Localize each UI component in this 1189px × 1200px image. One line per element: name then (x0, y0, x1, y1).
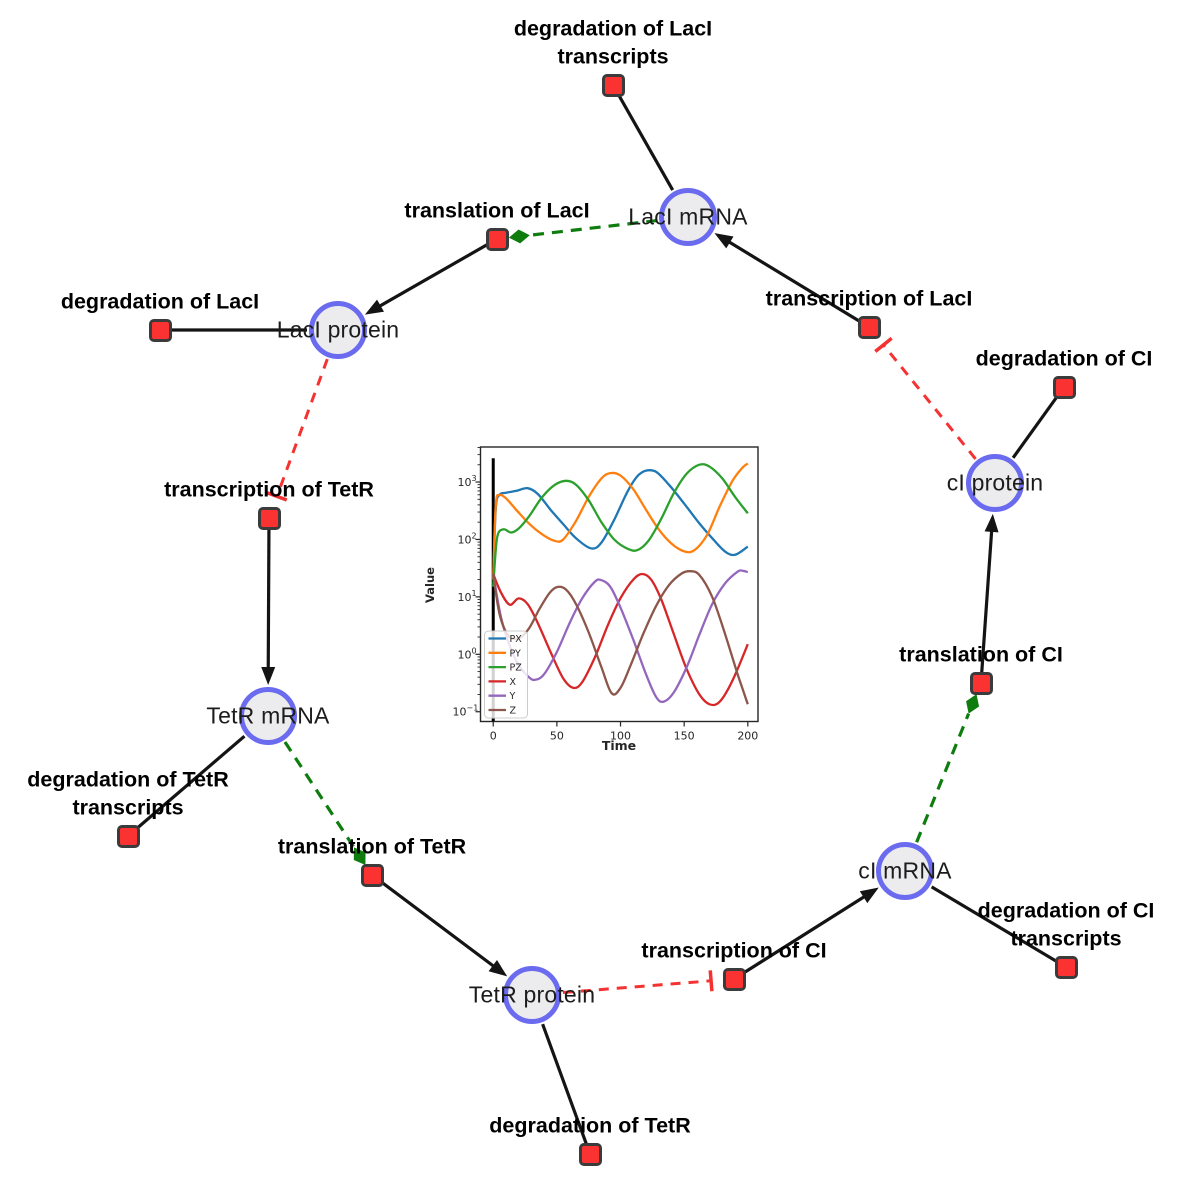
edge-translation-laci-to-laci-protein (364, 237, 498, 315)
curve-PX (492, 468, 749, 580)
reaction-label-degradation-ci-transcripts-1: transcripts (1010, 926, 1122, 951)
edges-layer (126, 84, 1067, 1155)
edge-tetr-mrna-to-translation-tetr (283, 741, 366, 865)
legend-label-PX: PX (510, 634, 523, 645)
reaction-label-degradation-ci-0: degradation of CI (975, 346, 1153, 371)
edge-transcription-laci-to-laci-mrna (714, 233, 870, 329)
arrowhead (859, 887, 879, 904)
y-tick-label: 101 (458, 589, 477, 604)
edge-laci-mrna-to-degradation-laci-transcripts (611, 84, 675, 191)
legend-label-Z: Z (510, 706, 517, 717)
species-node-tetr-protein[interactable] (503, 966, 561, 1024)
y-tick-label: 10−1 (453, 704, 479, 719)
edge-ci-protein-to-transcription-laci (874, 336, 977, 460)
edge-tetr-protein-to-transcription-ci (562, 970, 714, 995)
arrowhead (364, 299, 385, 315)
reaction-node-degradation-tetr[interactable] (578, 1142, 602, 1166)
curve-X (492, 572, 749, 707)
species-label-ci-protein: cI protein (946, 469, 1044, 496)
reaction-node-degradation-ci[interactable] (1052, 375, 1076, 399)
edge-tetr-mrna-to-degradation-tetr-transcripts (126, 734, 246, 838)
legend-label-Y: Y (509, 691, 516, 702)
reaction-node-degradation-laci-transcripts[interactable] (601, 73, 625, 97)
reaction-label-degradation-tetr-transcripts-0: degradation of TetR (27, 767, 229, 792)
y-tick-label: 103 (458, 474, 477, 489)
reaction-node-translation-laci[interactable] (485, 227, 509, 251)
reaction-node-degradation-ci-transcripts[interactable] (1054, 955, 1078, 979)
species-label-laci-protein: LacI protein (276, 316, 400, 343)
x-tick-label: 50 (550, 730, 564, 743)
species-node-laci-protein[interactable] (309, 301, 367, 359)
legend-label-PY: PY (510, 648, 522, 659)
reaction-label-degradation-tetr-0: degradation of TetR (489, 1113, 691, 1138)
reaction-label-degradation-laci-transcripts-1: transcripts (557, 44, 669, 69)
x-tick-label: 100 (610, 730, 631, 743)
reaction-label-degradation-laci-transcripts-0: degradation of LacI (513, 16, 713, 41)
reaction-label-transcription-tetr-0: transcription of TetR (164, 477, 374, 502)
arrowhead (488, 960, 508, 977)
edge-translation-ci-to-ci-protein (979, 513, 999, 684)
reaction-label-translation-tetr-0: translation of TetR (277, 834, 467, 859)
reaction-label-translation-laci-0: translation of LacI (404, 198, 590, 223)
reaction-label-translation-ci-0: translation of CI (899, 642, 1063, 667)
chart-xlabel: Time (602, 738, 636, 753)
y-tick-label: 100 (458, 646, 477, 661)
curve-Z (492, 569, 749, 705)
edge-tetr-protein-to-degradation-tetr (541, 1023, 592, 1155)
inhibition-bar (708, 970, 714, 992)
reaction-label-degradation-tetr-transcripts-1: transcripts (72, 795, 184, 820)
curve-PZ (492, 463, 749, 587)
legend-label-PZ: PZ (510, 663, 523, 674)
reaction-node-translation-ci[interactable] (969, 671, 993, 695)
edge-laci-protein-to-transcription-tetr (266, 358, 329, 502)
inhibition-bar (874, 336, 893, 353)
species-label-tetr-protein: TetR protein (468, 981, 596, 1008)
species-label-tetr-mrna: TetR mRNA (206, 702, 330, 729)
x-tick-label: 200 (737, 730, 758, 743)
reaction-label-transcription-laci-0: transcription of LacI (765, 286, 973, 311)
x-tick-label: 150 (674, 730, 695, 743)
chart-legend: PX PY PZ XYZ (484, 630, 528, 719)
edge-transcription-ci-to-ci-mrna (733, 887, 879, 981)
reaction-label-transcription-ci-0: transcription of CI (641, 938, 827, 963)
species-label-laci-mrna: LacI mRNA (628, 203, 748, 230)
chart-ylabel: Value (423, 567, 437, 603)
curve-PY (492, 462, 749, 580)
reaction-label-degradation-laci-0: degradation of LacI (60, 289, 260, 314)
modifier-diamond (508, 229, 530, 244)
species-label-ci-mrna: cI mRNA (858, 857, 952, 884)
reaction-node-transcription-ci[interactable] (722, 967, 746, 991)
edge-laci-mrna-to-translation-laci (508, 218, 658, 244)
species-node-tetr-mrna[interactable] (239, 687, 297, 745)
x-tick-label: 0 (490, 730, 497, 743)
reaction-node-degradation-tetr-transcripts[interactable] (116, 824, 140, 848)
arrowhead (714, 233, 734, 249)
edge-ci-mrna-to-translation-ci (915, 694, 980, 843)
reaction-node-transcription-tetr[interactable] (257, 506, 281, 530)
reaction-node-degradation-laci[interactable] (148, 318, 172, 342)
inhibition-bar (266, 491, 288, 502)
arrowhead (984, 513, 999, 533)
modifier-diamond (966, 694, 980, 714)
species-node-ci-mrna[interactable] (876, 842, 934, 900)
modifier-diamond (353, 847, 366, 865)
species-node-ci-protein[interactable] (966, 454, 1024, 512)
reaction-node-transcription-laci[interactable] (857, 315, 881, 339)
species-node-laci-mrna[interactable] (659, 188, 717, 246)
edge-transcription-tetr-to-tetr-mrna (261, 517, 276, 686)
reaction-node-translation-tetr[interactable] (360, 863, 384, 887)
timecourse-inset-chart: 10−1 100 101 102 103 0 50 100 150 200 PX PY PZ XYZ Ti… (423, 446, 759, 753)
arrowhead (261, 666, 276, 686)
edge-ci-mrna-to-degradation-ci-transcripts (930, 885, 1067, 969)
edge-translation-tetr-to-tetr-protein (371, 873, 508, 977)
y-tick-label: 102 (458, 531, 477, 546)
reaction-label-degradation-ci-transcripts-0: degradation of CI (977, 898, 1155, 923)
legend-label-X: X (510, 677, 517, 688)
curve-Y (492, 569, 749, 704)
edge-ci-protein-to-degradation-ci (1011, 386, 1066, 459)
